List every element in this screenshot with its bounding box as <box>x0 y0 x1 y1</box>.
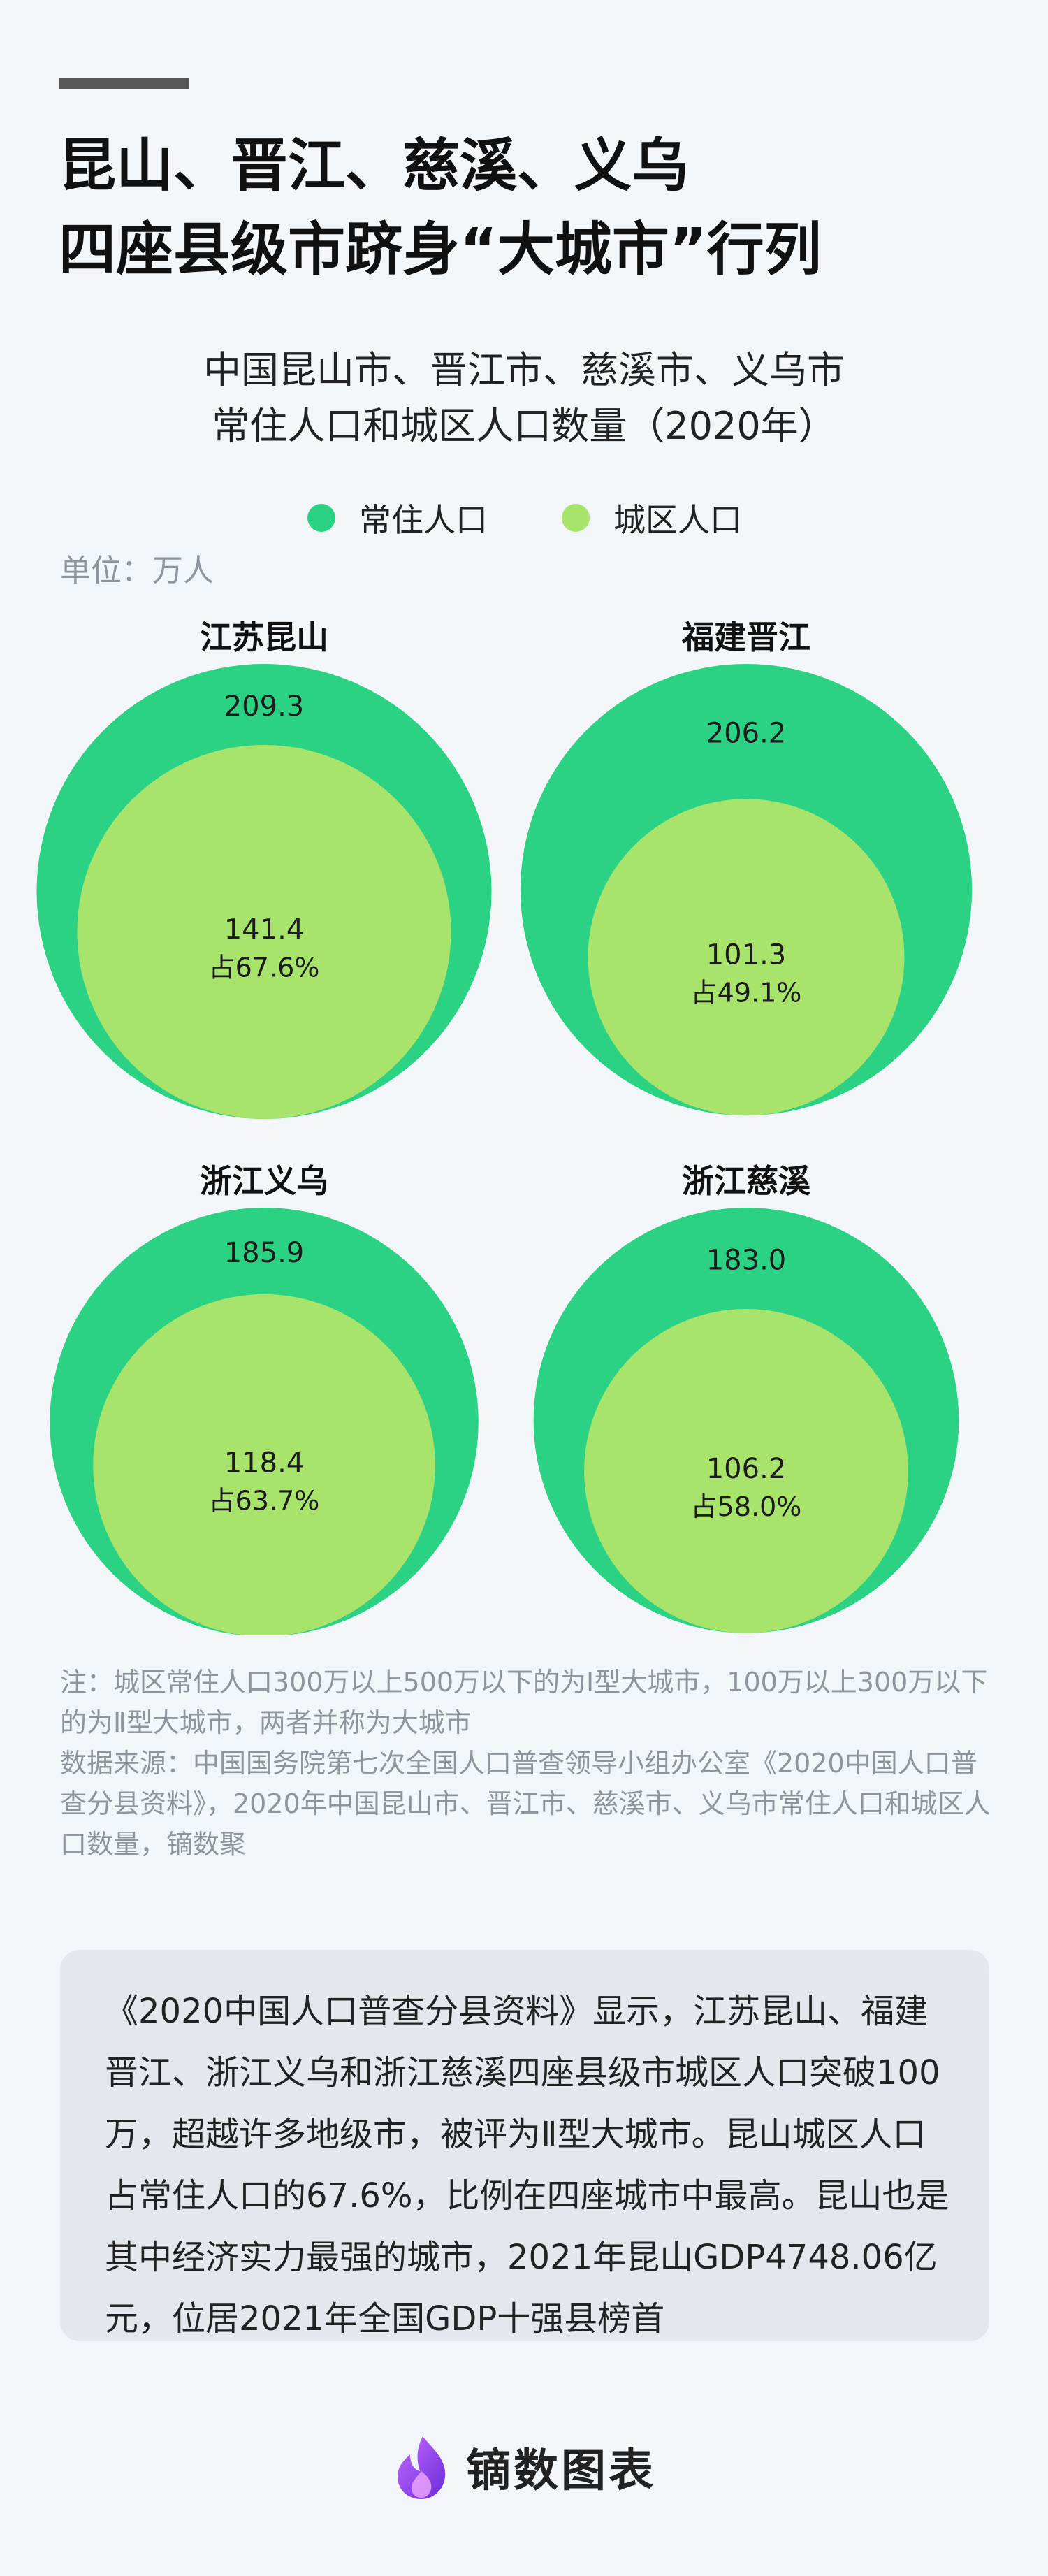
city-1-resident-label: 209.3 <box>224 690 305 723</box>
city-2-resident-label: 206.2 <box>706 718 787 750</box>
chart-title-line-2: 常住人口和城区人口数量（2020年） <box>212 404 836 448</box>
city-3-name: 浙江义乌 <box>200 1162 328 1200</box>
city-3-urban-label: 118.4 <box>224 1447 305 1479</box>
city-2-urban-circle <box>588 799 905 1116</box>
title-accent-bar <box>59 78 189 89</box>
unit-label: 单位：万人 <box>60 553 214 588</box>
city-1-urban-circle <box>77 744 451 1120</box>
city-4-share-label: 占58.0% <box>691 1491 802 1522</box>
city-2-urban-label: 101.3 <box>706 939 787 971</box>
chart-title: 中国昆山市、晋江市、慈溪市、义乌市 常住人口和城区人口数量（2020年） <box>0 342 1048 454</box>
city-2-name: 福建晋江 <box>681 618 810 656</box>
city-3-urban-circle <box>93 1294 435 1635</box>
brand-footer: 镝数图表 <box>0 2432 1048 2502</box>
city-4-urban-circle <box>584 1309 908 1633</box>
brand-name: 镝数图表 <box>466 2445 656 2497</box>
legend-label-resident: 常住人口 <box>359 501 488 539</box>
legend-label-urban: 城区人口 <box>613 501 742 539</box>
city-2-share-label: 占49.1% <box>691 978 802 1008</box>
city-4-name: 浙江慈溪 <box>682 1162 811 1200</box>
city-4-urban-label: 106.2 <box>706 1453 787 1485</box>
note-source: 数据来源：中国国务院第七次全国人口普查领导小组办公室《2020中国人口普查分县资… <box>60 1748 991 1860</box>
chart-title-line-1: 中国昆山市、晋江市、慈溪市、义乌市 <box>203 348 845 392</box>
page-title: 昆山、晋江、慈溪、义乌 四座县级市跻身“大城市”行列 <box>59 124 995 292</box>
nested-circle-chart: 江苏昆山 209.3 141.4 占67.6% 福建晋江 206.2 101.3 占49.1%… <box>36 618 973 1635</box>
city-3-resident-label: 185.9 <box>224 1237 305 1269</box>
chart-legend: 常住人口 城区人口 <box>0 493 1048 542</box>
notes: 注：城区常住人口300万以上500万以下的为Ⅰ型大城市，100万以上300万以下… <box>60 1662 996 1865</box>
city-3-share-label: 占63.7% <box>209 1486 320 1517</box>
legend-swatch-urban <box>562 504 590 532</box>
flame-logo-icon <box>398 2436 446 2499</box>
city-4-resident-label: 183.0 <box>706 1245 787 1277</box>
summary-text: 《2020中国人口普查分县资料》显示，江苏昆山、福建晋江、浙江义乌和浙江慈溪四座… <box>105 1992 949 2338</box>
legend-item-resident: 常住人口 <box>307 493 488 542</box>
city-1-name: 江苏昆山 <box>200 618 328 656</box>
title-line-1: 昆山、晋江、慈溪、义乌 <box>59 133 690 199</box>
city-1-share-label: 占67.6% <box>209 952 320 983</box>
summary-box: 《2020中国人口普查分县资料》显示，江苏昆山、福建晋江、浙江义乌和浙江慈溪四座… <box>60 1950 989 2341</box>
legend-item-urban: 城区人口 <box>562 493 742 542</box>
city-1-urban-label: 141.4 <box>224 913 305 946</box>
title-line-2: 四座县级市跻身“大城市”行列 <box>59 217 822 283</box>
legend-swatch-resident <box>307 504 335 532</box>
note-definition: 注：城区常住人口300万以上500万以下的为Ⅰ型大城市，100万以上300万以下… <box>60 1667 988 1738</box>
